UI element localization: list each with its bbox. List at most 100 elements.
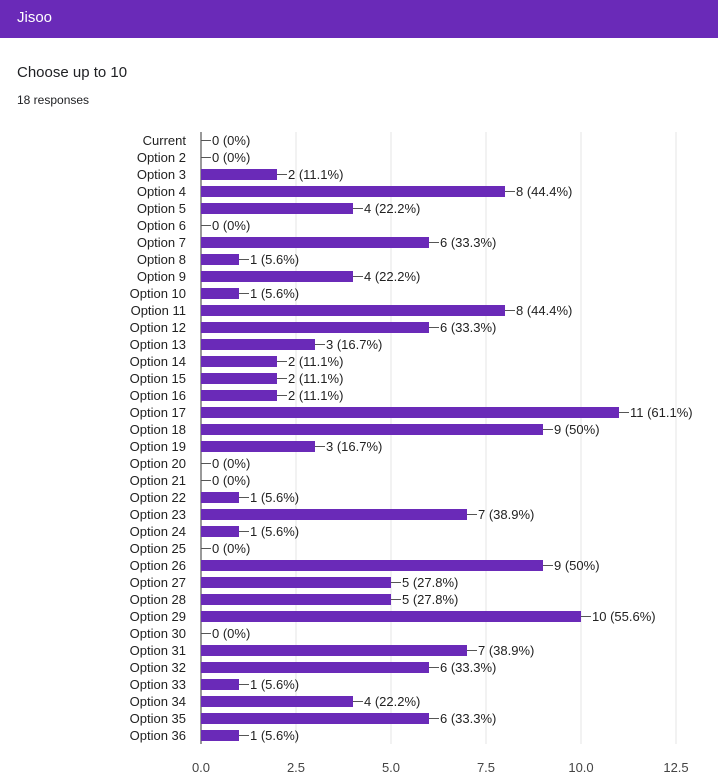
data-label: 7 (38.9%) [478,643,534,658]
bar [201,730,239,741]
category-label: Option 5 [137,201,186,216]
category-label: Option 35 [130,711,186,726]
data-label: 2 (11.1%) [288,388,343,403]
bar [201,254,239,265]
x-tick-label: 2.5 [287,760,305,775]
data-label: 9 (50%) [554,558,600,573]
data-label: 6 (33.3%) [440,235,496,250]
category-label: Option 11 [131,303,186,318]
category-label: Option 3 [137,167,186,182]
data-label: 1 (5.6%) [250,286,299,301]
category-label: Option 18 [130,422,186,437]
data-label: 1 (5.6%) [250,252,299,267]
bar [201,305,505,316]
data-label: 6 (33.3%) [440,711,496,726]
category-label: Option 9 [137,269,186,284]
category-label: Option 2 [137,150,186,165]
bar [201,577,391,588]
bar [201,390,277,401]
category-label: Option 28 [130,592,186,607]
category-label: Option 25 [130,541,186,556]
bar [201,424,543,435]
category-label: Option 23 [130,507,186,522]
data-label: 2 (11.1%) [288,167,343,182]
bar [201,509,467,520]
category-label: Option 31 [130,643,186,658]
data-label: 4 (22.2%) [364,694,420,709]
bar [201,441,315,452]
data-label: 2 (11.1%) [288,371,343,386]
data-label: 0 (0%) [212,626,250,641]
x-tick-label: 5.0 [382,760,400,775]
question-title: Choose up to 10 [17,64,128,81]
bar [201,407,619,418]
category-label: Option 17 [130,405,186,420]
data-label: 1 (5.6%) [250,490,299,505]
category-label: Option 4 [137,184,186,199]
form-title: Jisoo [17,9,53,26]
data-label: 5 (27.8%) [402,575,458,590]
category-label: Option 26 [130,558,186,573]
bar [201,611,581,622]
bar [201,662,429,673]
data-label: 8 (44.4%) [516,184,572,199]
data-label: 3 (16.7%) [326,337,382,352]
category-label: Option 7 [137,235,186,250]
data-label: 8 (44.4%) [516,303,572,318]
x-tick-label: 0.0 [192,760,210,775]
bar [201,237,429,248]
category-label: Option 32 [130,660,186,675]
category-label: Option 34 [130,694,186,709]
bar [201,373,277,384]
data-label: 6 (33.3%) [440,660,496,675]
category-label: Option 14 [130,354,186,369]
category-label: Option 15 [130,371,186,386]
data-label: 6 (33.3%) [440,320,496,335]
data-label: 0 (0%) [212,541,250,556]
category-label: Option 6 [137,218,186,233]
category-label: Option 12 [130,320,186,335]
data-label: 1 (5.6%) [250,524,299,539]
bar [201,288,239,299]
data-label: 4 (22.2%) [364,269,420,284]
data-label: 2 (11.1%) [288,354,343,369]
data-label: 11 (61.1%) [630,405,693,420]
response-count: 18 responses [17,93,90,107]
category-label: Option 22 [130,490,186,505]
category-label: Option 36 [130,728,186,743]
data-label: 4 (22.2%) [364,201,420,216]
bar [201,526,239,537]
category-label: Option 10 [130,286,186,301]
category-label: Current [143,133,187,148]
category-label: Option 13 [130,337,186,352]
data-label: 1 (5.6%) [250,677,299,692]
data-label: 0 (0%) [212,456,250,471]
x-tick-label: 10.0 [568,760,593,775]
category-label: Option 24 [130,524,186,539]
bar [201,169,277,180]
data-label: 1 (5.6%) [250,728,299,743]
bar [201,356,277,367]
category-label: Option 21 [130,473,186,488]
data-label: 7 (38.9%) [478,507,534,522]
x-tick-label: 12.5 [663,760,688,775]
x-tick-label: 7.5 [477,760,495,775]
data-label: 10 (55.6%) [592,609,656,624]
bar [201,679,239,690]
data-label: 0 (0%) [212,150,250,165]
category-label: Option 16 [130,388,186,403]
bar [201,560,543,571]
data-label: 9 (50%) [554,422,600,437]
bar [201,203,353,214]
data-label: 0 (0%) [212,218,250,233]
data-label: 3 (16.7%) [326,439,382,454]
bar [201,594,391,605]
category-label: Option 29 [130,609,186,624]
bar [201,339,315,350]
category-label: Option 20 [130,456,186,471]
category-label: Option 8 [137,252,186,267]
bar [201,322,429,333]
data-label: 0 (0%) [212,133,250,148]
bar [201,271,353,282]
